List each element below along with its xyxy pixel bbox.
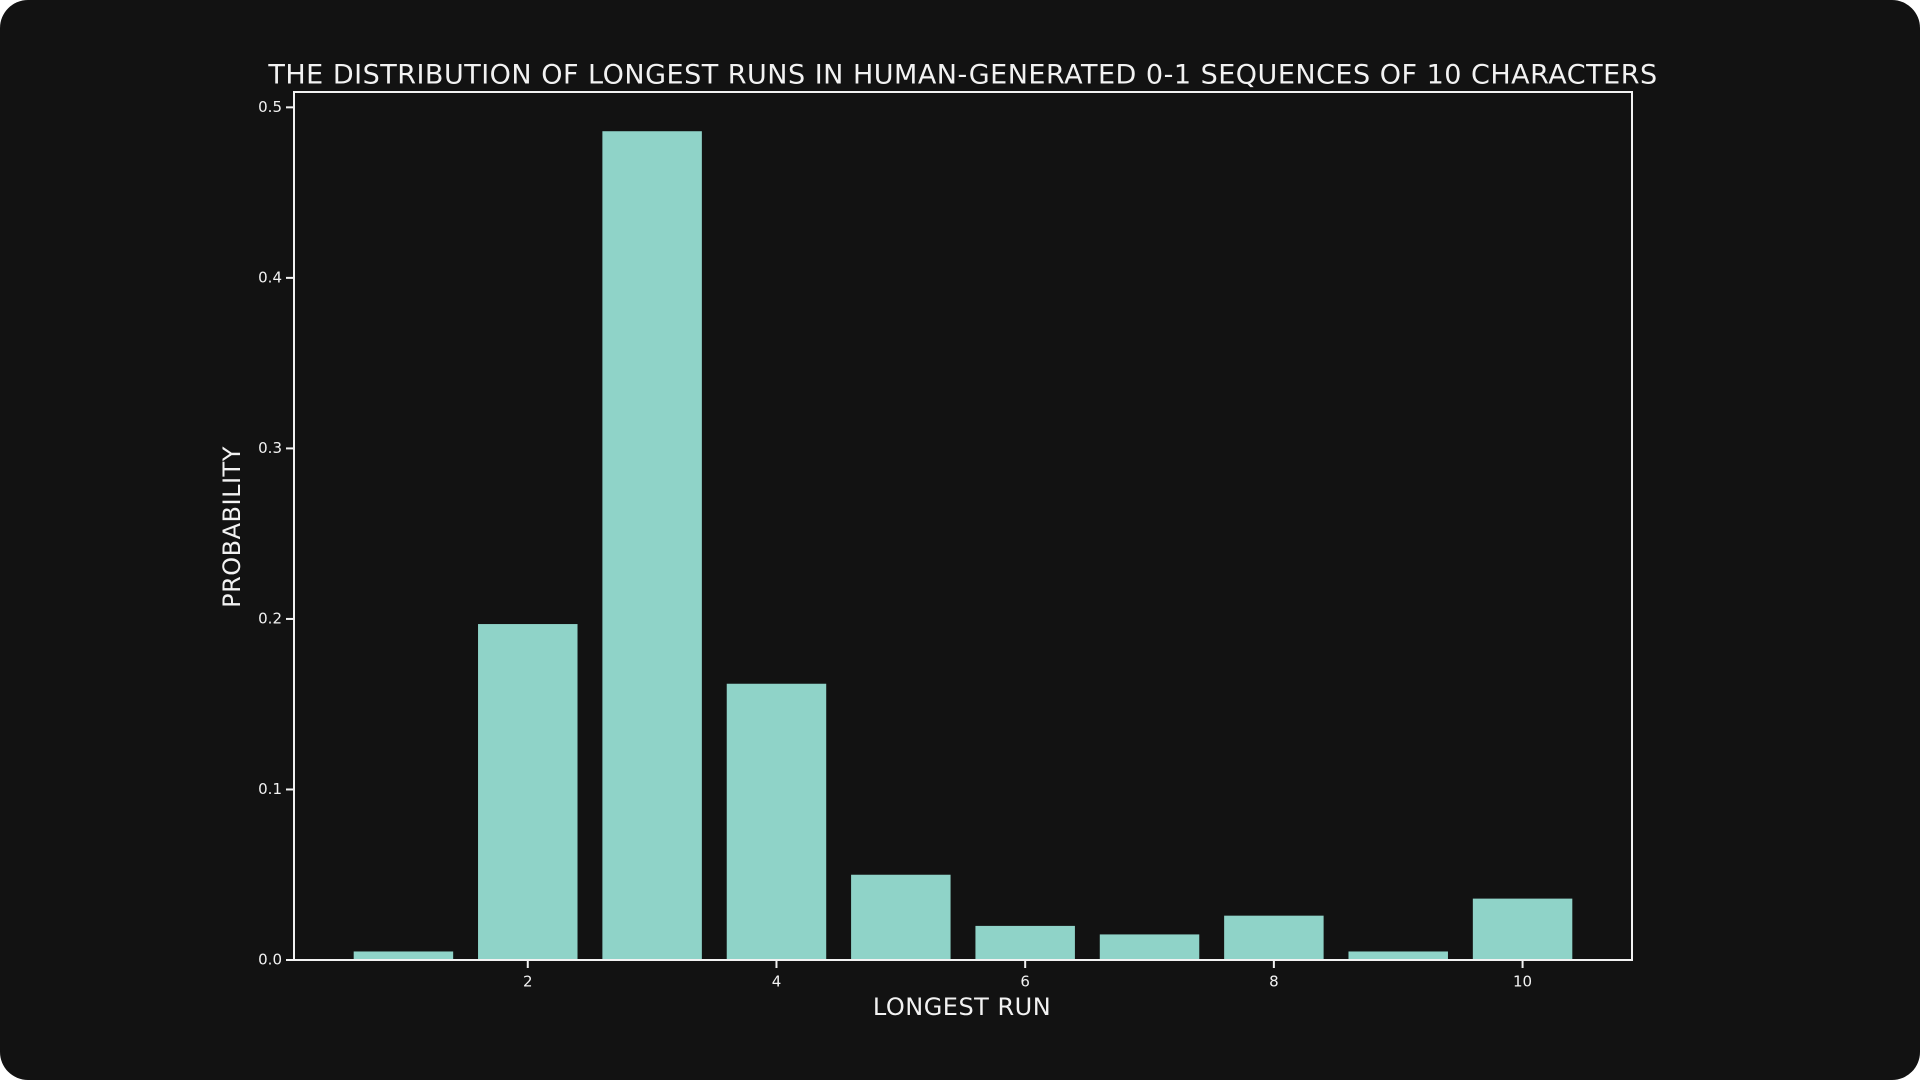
- bar: [478, 624, 578, 960]
- x-tick-label: 6: [1020, 973, 1030, 991]
- y-tick-label: 0.1: [258, 780, 282, 798]
- bar: [602, 131, 702, 961]
- x-tick-label: 8: [1269, 973, 1279, 991]
- bar: [1099, 934, 1200, 960]
- bar: [726, 683, 827, 960]
- x-tick-label: 4: [772, 973, 782, 991]
- bar: [353, 951, 454, 960]
- bar: [1224, 915, 1324, 960]
- x-tick-label: 2: [523, 973, 533, 991]
- y-tick-label: 0.4: [258, 268, 282, 286]
- bar: [851, 874, 951, 960]
- y-tick-label: 0.5: [258, 98, 282, 116]
- chart-title: THE DISTRIBUTION OF LONGEST RUNS IN HUMA…: [267, 60, 1657, 91]
- bar: [1348, 951, 1448, 960]
- y-tick-label: 0.3: [258, 439, 282, 457]
- plot-frame: [293, 91, 1633, 961]
- y-tick-label: 0.2: [258, 609, 282, 627]
- bar: [975, 925, 1075, 960]
- bar: [1472, 898, 1573, 960]
- y-tick-label: 0.0: [258, 951, 282, 969]
- y-axis-label: PROBABILITY: [218, 446, 246, 608]
- x-tick-label: 10: [1513, 973, 1532, 991]
- x-axis-label: LONGEST RUN: [873, 993, 1051, 1021]
